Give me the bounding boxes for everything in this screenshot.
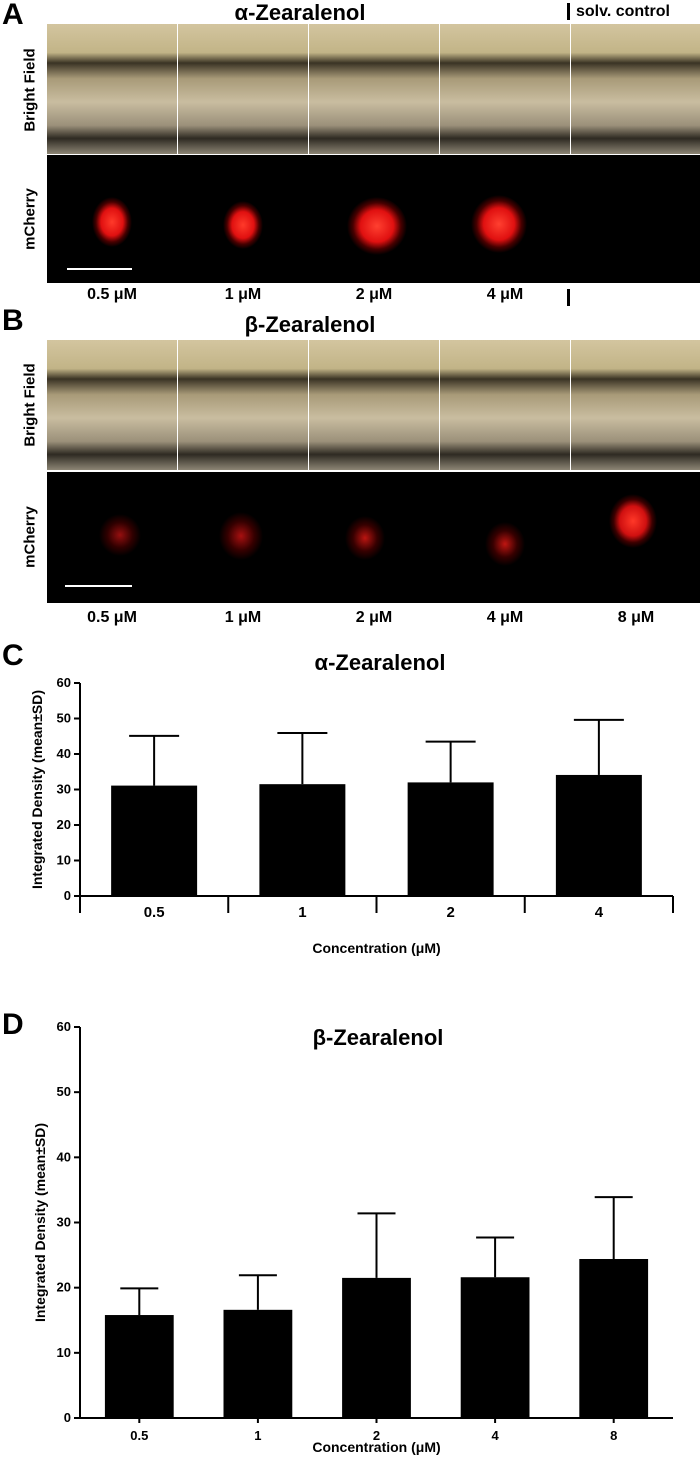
chart-d-plot: 0 10 20 30 40 50 60 0.5 1 2 4 8 Concentration (μM) In… [32,1019,673,1455]
panel-b-title: β-Zearalenol [244,312,376,337]
control-divider-bottom [567,289,570,306]
b-brightfield-image-1 [178,340,308,470]
b-conc-label-0.5: 0.5 μM [87,609,137,626]
a-mcherry-signal-4 [471,195,527,253]
chart-c-title: α-Zearalenol [315,650,446,675]
panel-a-title: α-Zearalenol [234,0,366,25]
b-mcherry-signal-1 [219,512,263,560]
b-mcherry-signal-4 [485,522,525,566]
d-ytick-label-60: 60 [57,1019,71,1034]
c-category-label-0.5: 0.5 [144,904,165,921]
a-scale-bar [67,268,132,270]
d-category-label-8: 8 [610,1428,617,1443]
d-ytick-label-50: 50 [57,1084,71,1099]
d-ytick-label-10: 10 [57,1345,71,1360]
a-conc-label-0.5: 0.5 μM [87,286,137,303]
b-brightfield-image-4 [440,340,570,470]
c-category-label-2: 2 [446,904,454,921]
c-xlabel: Concentration (μM) [312,940,440,956]
c-ytick-label-30: 30 [57,782,71,797]
d-category-label-0.5: 0.5 [130,1428,148,1443]
panel-a-letter: A [2,0,24,31]
d-bar-0.5 [104,1315,174,1418]
chart-d-title: β-Zearalenol [313,1025,444,1050]
d-ytick-label-40: 40 [57,1149,71,1164]
b-scale-bar [65,585,132,587]
d-xlabel: Concentration (μM) [312,1439,440,1455]
a-brightfield-image-1 [178,24,308,154]
b-conc-label-4: 4 μM [486,609,524,626]
d-category-label-4: 4 [491,1428,499,1443]
c-ytick-label-0: 0 [64,888,71,903]
control-divider-top [567,3,570,20]
b-brightfield-image-2 [309,340,439,470]
a-brightfield-image-4 [440,24,570,154]
d-category-label-2: 2 [373,1428,380,1443]
chart-d-svg: β-Zearalenol 0 10 20 30 40 50 60 0.5 1 2 4 8 Concent… [32,1019,673,1455]
d-bar-1 [223,1309,293,1418]
c-ylabel: Integrated Density (mean±SD) [29,690,45,889]
c-ytick-label-50: 50 [57,711,71,726]
panel-c-letter: C [2,639,24,672]
b-brightfield-image-8 [571,340,700,470]
panel-a-brightfield-label: Bright Field [21,48,39,132]
a-mcherry-strip [47,155,700,283]
d-ytick-label-20: 20 [57,1280,71,1295]
a-brightfield-image-2 [309,24,439,154]
panel-b-letter: B [2,304,24,337]
a-conc-label-2: 2 μM [355,286,393,303]
panel-d-letter: D [2,1008,24,1041]
c-ytick-label-20: 20 [57,817,71,832]
panel-b-brightfield-label: Bright Field [21,363,39,447]
chart-c-svg: α-Zearalenol 0 10 20 30 40 50 60 0.5 1 2 4 Concentr… [29,650,674,956]
a-conc-label-4: 4 μM [486,286,524,303]
c-bar-0.5 [111,785,198,896]
solvent-control-label: solv. control [576,3,670,20]
c-ytick-label-40: 40 [57,746,71,761]
b-conc-label-1: 1 μM [224,609,262,626]
b-mcherry-signal-2 [345,516,385,560]
d-ytick-label-30: 30 [57,1215,71,1230]
chart-c-plot: 0 10 20 30 40 50 60 0.5 1 2 4 Concentration (μM) Int… [29,675,674,956]
c-bar-4 [555,774,642,896]
c-ytick-label-60: 60 [57,675,71,690]
c-bar-2 [407,782,494,896]
a-conc-label-1: 1 μM [224,286,262,303]
c-bar-1 [259,784,346,896]
a-mcherry-signal-0.5 [92,197,132,247]
b-conc-label-2: 2 μM [355,609,393,626]
b-brightfield-image-0.5 [47,340,177,470]
d-ytick-label-0: 0 [64,1410,71,1425]
c-category-label-4: 4 [595,904,604,921]
panel-b-mcherry-label: mCherry [21,506,39,568]
c-category-label-1: 1 [298,904,306,921]
b-mcherry-signal-0.5 [99,514,141,556]
a-brightfield-image-0.5 [47,24,177,154]
c-ytick-label-10: 10 [57,853,71,868]
panel-a-mcherry-label: mCherry [21,188,39,250]
b-mcherry-signal-8 [609,494,657,548]
d-bar-8 [579,1258,649,1418]
a-mcherry-signal-1 [223,201,263,249]
d-ylabel: Integrated Density (mean±SD) [32,1123,48,1322]
d-category-label-1: 1 [254,1428,261,1443]
a-brightfield-image-control [571,24,700,154]
d-bar-4 [460,1277,530,1418]
a-mcherry-signal-2 [347,197,407,255]
b-mcherry-strip [47,472,700,603]
d-bar-2 [342,1277,411,1418]
b-conc-label-8: 8 μM [617,609,655,626]
